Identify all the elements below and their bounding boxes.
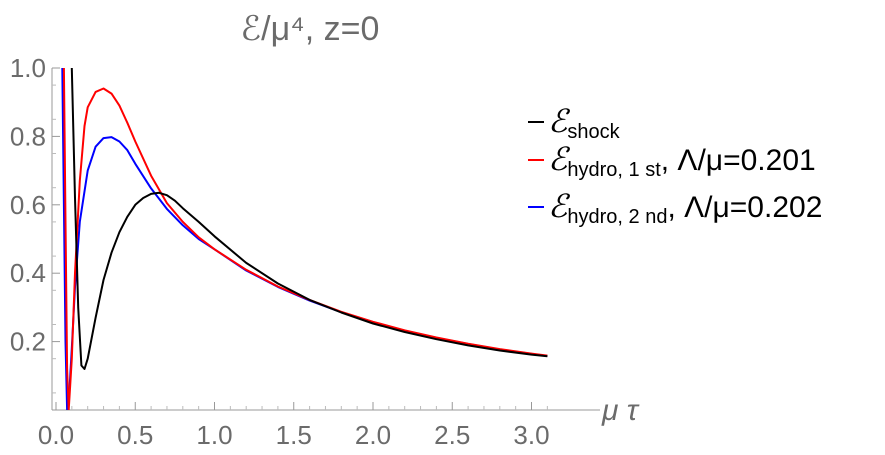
y-tick-label: 0.4 (10, 258, 46, 288)
series-line-2 (61, 68, 548, 410)
y-tick-label: 1.0 (10, 53, 46, 83)
y-tick-label: 0.6 (10, 190, 46, 220)
x-tick-label: 1.5 (276, 420, 312, 450)
axes (51, 67, 600, 411)
x-tick-label: 0.0 (38, 420, 74, 450)
x-tick-label: 3.0 (513, 420, 549, 450)
y-tick-label: 0.2 (10, 327, 46, 357)
y-tick-label: 0.8 (10, 121, 46, 151)
curves (61, 68, 548, 410)
tick-labels: 0.0 0.5 1.0 1.5 2.0 2.5 3.0 0.2 0.4 0.6 0.8 1.0 (10, 53, 550, 450)
series-line-0 (70, 68, 548, 370)
legend-entry-1: ℰhydro, 1 st, Λ/μ=0.201 (548, 140, 816, 181)
x-tick-label: 0.5 (117, 420, 153, 450)
x-axis-label: μ τ (601, 394, 640, 427)
x-tick-label: 1.0 (196, 420, 232, 450)
x-tick-label: 2.0 (355, 420, 391, 450)
legend-entry-2: ℰhydro, 2 nd, Λ/μ=0.202 (548, 187, 822, 228)
chart-title: ℰ/μ⁴, z=0 (241, 10, 380, 48)
series-line-1 (62, 68, 548, 410)
legend-entry-0: ℰshock (548, 102, 621, 143)
x-tick-label: 2.5 (434, 420, 470, 450)
